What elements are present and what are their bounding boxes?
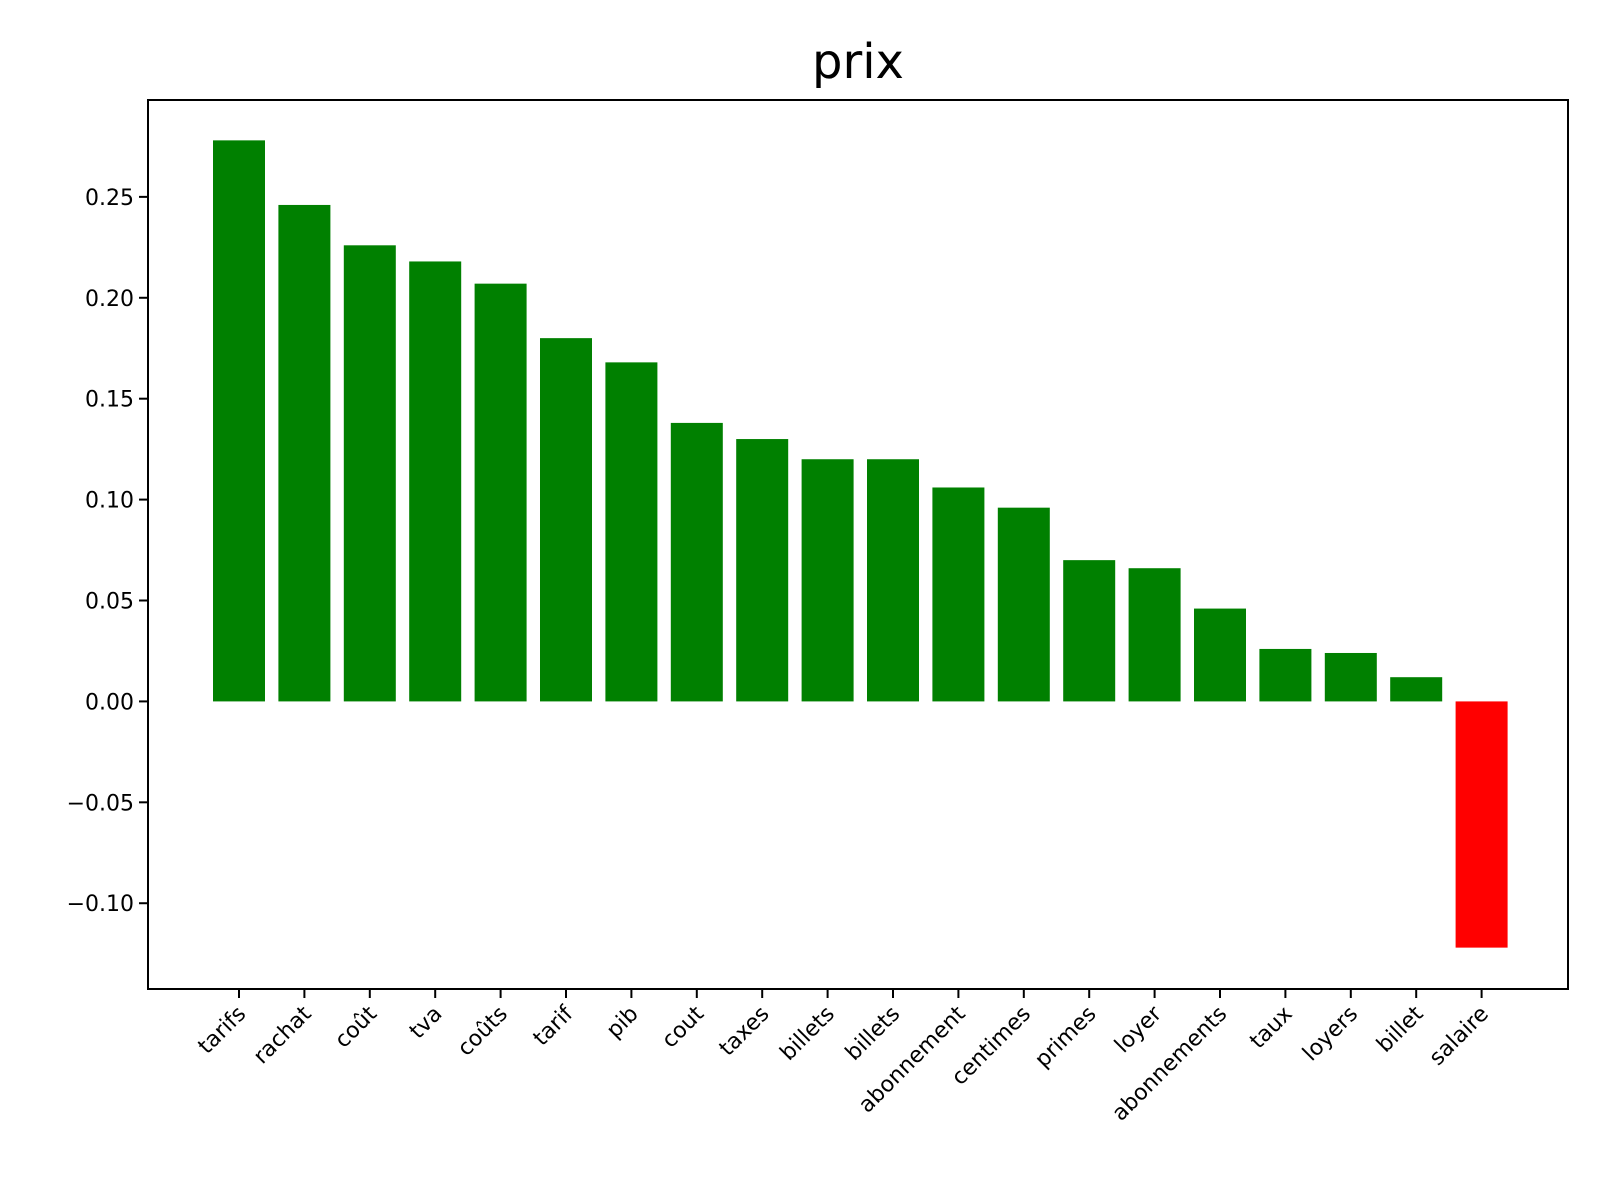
x-tick-label: primes (1030, 1002, 1101, 1073)
x-tick-label: loyers (1298, 1002, 1363, 1067)
bar-abonnements (1194, 608, 1246, 702)
bar-tarifs (213, 140, 265, 702)
bar-billets (867, 459, 919, 702)
bar-cout (670, 422, 723, 702)
x-tick-label: coûts (453, 1002, 513, 1062)
x-tick-label: tarif (529, 1001, 579, 1051)
bar-coûts (474, 283, 527, 702)
x-tick-label: abonnements (1108, 1002, 1233, 1127)
bar-coût (343, 245, 396, 702)
x-tick-label: tarifs (194, 1002, 252, 1060)
y-tick-label: 0.25 (85, 186, 134, 211)
bar-rachat (278, 204, 331, 702)
x-tick-label: cout (657, 1001, 709, 1053)
x-tick-label: loyer (1110, 1001, 1167, 1058)
y-axis: −0.10 −0.05 0.00 0.05 0.10 0.15 0.20 0.25 (67, 186, 148, 917)
x-tick-label: taxes (715, 1002, 775, 1062)
bar-loyer (1128, 568, 1181, 702)
bar-taxes (736, 439, 789, 702)
x-tick-label: billets (841, 1002, 905, 1066)
x-tick-label: coût (330, 1001, 382, 1053)
x-tick-label: pib (602, 1002, 644, 1044)
bar-salaire (1455, 701, 1508, 948)
bar-taux (1259, 648, 1312, 702)
y-tick-label: −0.05 (67, 791, 134, 816)
bar-abonnement (932, 487, 985, 702)
bar-loyers (1324, 652, 1377, 702)
y-tick-label: 0.10 (85, 489, 134, 514)
bar-tarif (540, 338, 592, 702)
bar-primes (1063, 560, 1116, 702)
bars-group (213, 140, 1508, 948)
y-tick-label: 0.05 (85, 590, 134, 615)
bar-pib (605, 362, 658, 702)
y-tick-label: 0.15 (85, 388, 134, 413)
x-tick-label: salaire (1425, 1002, 1494, 1071)
y-tick-label: 0.20 (85, 287, 134, 312)
x-tick-label: billets (776, 1002, 840, 1066)
x-tick-label: billet (1372, 1001, 1428, 1057)
bar-billet (1390, 677, 1443, 702)
bar-billets (801, 459, 854, 702)
x-tick-label: rachat (249, 1001, 317, 1069)
y-tick-label: 0.00 (85, 690, 134, 715)
y-tick-label: −0.10 (67, 892, 134, 917)
x-tick-label: tva (405, 1002, 448, 1045)
plot-frame (147, 99, 1569, 990)
bar-tva (409, 261, 462, 702)
chart-title: prix (812, 34, 904, 90)
x-tick-label: taux (1245, 1002, 1297, 1054)
bar-centimes (997, 507, 1050, 702)
